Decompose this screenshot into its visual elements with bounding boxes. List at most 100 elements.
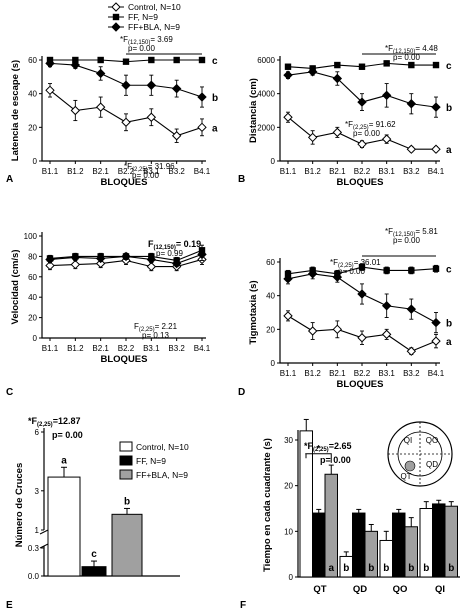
x-tick-label: B3.2: [168, 344, 185, 353]
group-letter: b: [446, 319, 452, 330]
data-point: [95, 102, 106, 112]
x-tick-label: B1.1: [280, 167, 297, 176]
pool-inset: QI QO QT QD: [387, 421, 453, 487]
legend-label: Control, N=10: [136, 442, 189, 452]
quadrant-label: QT: [400, 472, 411, 481]
x-tick-label: B2.2: [118, 167, 135, 176]
y-tick-label: 80: [28, 252, 37, 261]
data-point: [406, 304, 417, 314]
y-axis-label: Velocidad (cm/s): [10, 250, 21, 325]
data-point: [283, 70, 293, 80]
group-letter: b: [212, 93, 218, 104]
bar: [324, 473, 338, 578]
quadrant-label: QD: [426, 460, 438, 469]
data-point: [332, 73, 343, 84]
group-letter: b: [383, 563, 389, 574]
bar: [352, 512, 366, 578]
axes: [41, 56, 206, 162]
series-0: [45, 83, 207, 143]
data-point: [97, 56, 104, 64]
y-axis-label: Latencia de escape (s): [10, 60, 21, 161]
x-tick-label: QI: [435, 584, 445, 595]
data-point: [45, 58, 55, 69]
x-axis-label: BLOQUES: [101, 354, 148, 365]
data-point: [408, 61, 415, 69]
y-tick-label: 0: [271, 359, 276, 368]
data-point: [431, 102, 441, 112]
x-tick-label: B2.2: [118, 344, 135, 353]
y-tick-label: 40: [266, 292, 275, 301]
legend-label: FF+BLA, N=9: [136, 470, 188, 480]
y-tick-label: 20: [284, 482, 293, 491]
data-point: [406, 346, 417, 356]
group-letter: b: [368, 563, 374, 574]
data-point: [357, 333, 367, 343]
y-tick-label: 4000: [257, 90, 275, 99]
data-point: [146, 261, 157, 272]
group-letter: c: [212, 56, 218, 67]
y-tick-label: 0: [33, 157, 38, 166]
y-axis-label: Número de Cruces: [14, 463, 25, 547]
data-point: [431, 144, 441, 154]
data-point: [332, 272, 343, 282]
data-point: [171, 131, 182, 141]
axis-break: [39, 543, 49, 549]
x-tick-label: B3.2: [403, 369, 420, 378]
stat-p: p= 0.00: [353, 129, 380, 138]
legend-marker: [111, 2, 121, 12]
x-tick-label: B2.1: [92, 344, 109, 353]
legend-label: FF, N=9: [128, 12, 158, 22]
data-point: [284, 63, 292, 70]
data-point: [332, 324, 343, 335]
data-point: [197, 249, 207, 260]
data-point: [70, 252, 81, 263]
quadrant-label: QI: [404, 436, 412, 445]
y-tick-label: 40: [28, 293, 37, 302]
data-point: [95, 68, 106, 79]
x-tick-label: QT: [313, 584, 326, 595]
bar: [312, 512, 326, 578]
data-point: [283, 274, 293, 284]
x-tick-label: B3.2: [168, 167, 185, 176]
x-tick-label: B4.1: [194, 344, 211, 353]
series-1: [46, 56, 206, 65]
series-2: [283, 268, 441, 334]
panel-label: A: [6, 174, 13, 185]
y-tick-label: 60: [28, 273, 37, 282]
y-tick-label: 6: [35, 428, 40, 437]
data-point: [432, 265, 440, 272]
data-point: [70, 259, 81, 270]
group-letter: c: [446, 265, 452, 276]
data-point: [197, 122, 207, 133]
legend-marker: [111, 22, 121, 32]
x-tick-label: B3.1: [378, 167, 395, 176]
bar: [299, 430, 313, 578]
panel-label: D: [238, 387, 245, 398]
y-tick-label: 2000: [257, 123, 275, 132]
data-point: [406, 144, 417, 154]
legend-marker: [112, 13, 120, 21]
y-tick-label: 6000: [257, 56, 275, 65]
stat-p: p= 0.13: [142, 331, 169, 340]
y-axis-label: Tiempo en cada cuadrante (s): [262, 438, 273, 572]
x-tick-label: B1.1: [42, 344, 59, 353]
legend-label: Control, N=10: [128, 2, 181, 12]
y-tick-label: 100: [24, 232, 38, 241]
stat-p: p= 0.00: [393, 53, 420, 62]
group-letter: c: [91, 549, 97, 560]
stat-f: *F(12,150)= 3.69: [120, 35, 173, 46]
group-letter: a: [61, 455, 67, 466]
data-point: [198, 56, 206, 64]
data-point: [72, 56, 79, 64]
stat-p: p= 0.00: [132, 171, 159, 180]
group-letter: a: [212, 123, 218, 134]
panel-c: 0 20 40 60 80 100 B1.1 B1.2 B2.1 B2.2 B3.1 B3.2 B4.1…: [6, 232, 211, 398]
stat-f: *F(12,150)= 4.48: [385, 44, 438, 55]
panel-label: B: [238, 174, 245, 185]
series-2: [45, 247, 207, 269]
data-point: [45, 260, 55, 271]
data-point: [146, 112, 157, 122]
x-tick-label: B1.2: [304, 369, 321, 378]
data-point: [70, 60, 81, 70]
quadrant-label: QO: [426, 436, 438, 445]
